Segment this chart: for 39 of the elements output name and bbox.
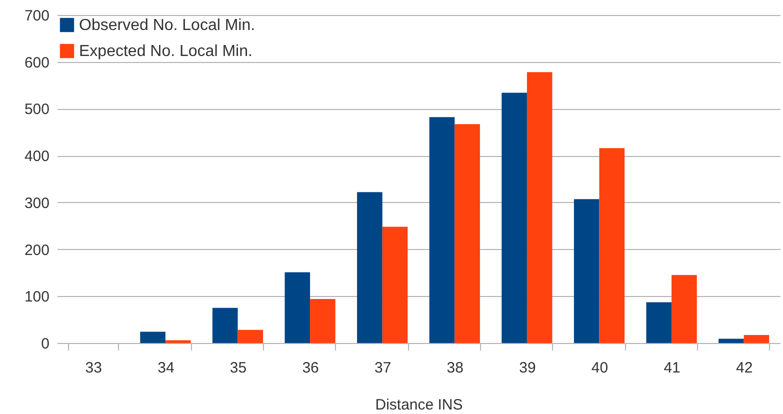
- bar: [140, 332, 166, 343]
- bar: [357, 192, 382, 343]
- bar: [744, 335, 770, 343]
- bar: [165, 340, 191, 343]
- bar: [212, 308, 238, 343]
- y-tick-label: 400: [24, 148, 50, 166]
- legend-label: Observed No. Local Min.: [79, 17, 256, 34]
- bar: [382, 226, 408, 343]
- bar: [502, 92, 527, 343]
- bar: [718, 338, 744, 343]
- bar: [284, 272, 310, 343]
- x-tick-label: 35: [230, 360, 247, 376]
- x-tick-label: 36: [302, 360, 319, 376]
- y-tick-label: 200: [24, 242, 50, 259]
- bar: [310, 298, 336, 343]
- y-tick-label: 300: [24, 194, 50, 212]
- x-tick-label: 38: [446, 360, 464, 376]
- y-tick-label: 0: [41, 336, 50, 352]
- x-tick-label: 39: [519, 360, 536, 376]
- bar: [672, 275, 697, 343]
- bar: [526, 72, 552, 343]
- bar: [429, 117, 455, 343]
- y-tick-label: 500: [24, 101, 50, 118]
- y-tick-label: 700: [24, 8, 50, 24]
- x-tick-label: 42: [736, 360, 753, 376]
- bar: [646, 302, 672, 343]
- x-tick-label: 34: [158, 360, 174, 376]
- bar: [574, 199, 600, 343]
- bar: [238, 330, 264, 343]
- bar: [599, 148, 625, 343]
- legend-label: Expected No. Local Min.: [79, 43, 252, 60]
- y-tick-label: 600: [24, 54, 50, 72]
- x-axis-title: Distance INS: [375, 396, 463, 414]
- x-tick-label: 33: [85, 360, 102, 376]
- x-tick-label: 37: [374, 360, 392, 376]
- x-tick-label: 41: [664, 360, 680, 376]
- x-tick-label: 40: [591, 360, 608, 376]
- y-tick-label: 100: [24, 288, 50, 306]
- bar: [454, 124, 480, 343]
